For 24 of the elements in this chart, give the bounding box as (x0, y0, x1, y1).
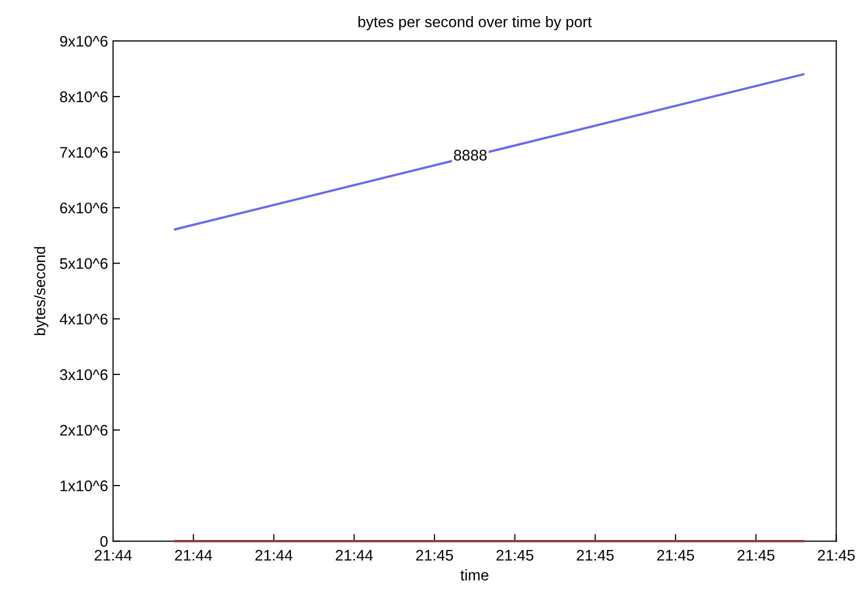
x-tick-label: 21:44 (255, 550, 292, 561)
y-tick-label: 6x10^6 (60, 202, 108, 214)
x-axis-title: time (460, 569, 488, 580)
x-tick-label: 21:45 (496, 550, 534, 561)
y-tick-label: 3x10^6 (60, 369, 108, 380)
x-tick-label: 21:44 (336, 550, 373, 561)
y-tick-label: 5x10^6 (60, 258, 108, 269)
y-tick-label: 8x10^6 (60, 91, 108, 102)
y-tick-label: 2x10^6 (60, 424, 108, 436)
x-tick-label: 21:44 (175, 550, 212, 561)
x-tick-label: 21:45 (657, 550, 694, 561)
x-tick-label: 21:45 (738, 550, 774, 561)
y-tick-label: 4x10^6 (60, 314, 108, 325)
y-tick-label: 9x10^6 (60, 36, 108, 47)
y-tick-label: 1x10^6 (60, 480, 108, 492)
x-tick-label: 21:45 (416, 550, 453, 561)
x-tick-label: 21:45 (576, 550, 614, 561)
x-tick-label: 21:44 (94, 550, 132, 561)
y-tick-label: 7x10^6 (60, 147, 108, 158)
y-tick-label: 0 (100, 536, 108, 547)
x-tick-label: 21:45 (818, 550, 855, 561)
series-label: 8888 (454, 150, 487, 161)
chart-title: bytes per second over time by port (358, 16, 592, 30)
y-axis-title: bytes/second (34, 247, 48, 336)
